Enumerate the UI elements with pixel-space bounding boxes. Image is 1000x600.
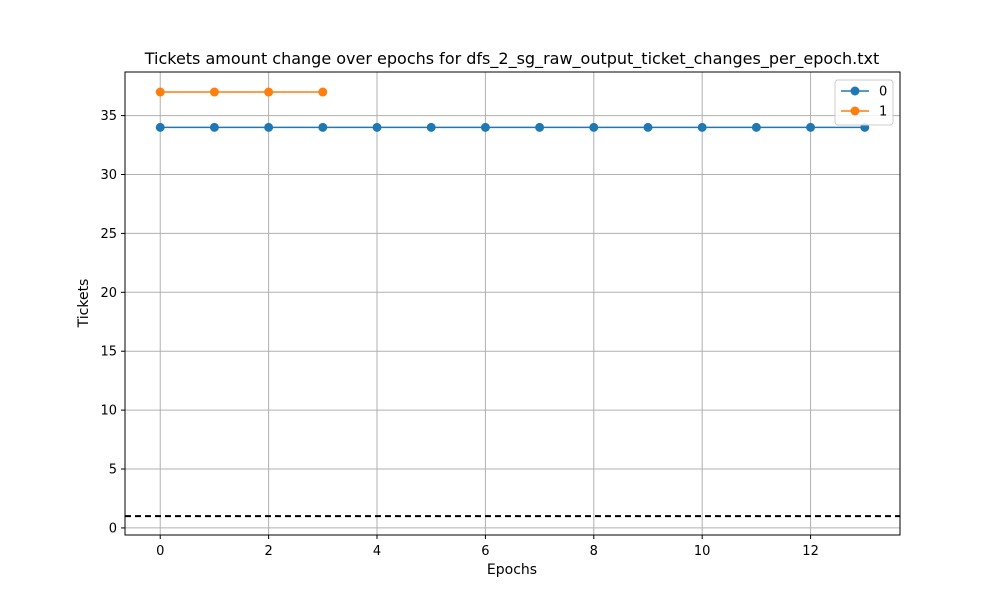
data-point [806,122,816,132]
legend-marker [850,86,860,96]
legend-entry: 0 [841,85,887,100]
data-point [264,87,274,97]
y-tick-label: 20 [100,286,117,301]
y-tick-label: 5 [109,463,117,478]
data-point [643,122,653,132]
data-point [426,122,436,132]
data-point [589,122,599,132]
x-tick-label: 12 [802,544,819,559]
y-tick-label: 25 [100,227,117,242]
legend-marker [850,106,860,116]
grid-lines [125,72,900,535]
x-tick-label: 4 [373,544,381,559]
x-tick-label: 0 [156,544,164,559]
data-series [155,87,870,132]
legend-label: 0 [879,85,887,100]
y-tick-label: 10 [100,404,117,419]
x-tick-label: 6 [481,544,489,559]
data-point [264,122,274,132]
y-tick-label: 0 [109,521,117,536]
plot-frame [124,71,901,536]
y-axis-ticks: 0 5 10 15 20 25 30 35 [100,109,125,536]
y-axis-label: Tickets [76,279,92,329]
y-tick-label: 30 [100,168,117,183]
data-point [751,122,761,132]
x-axis-ticks: 0 2 4 6 8 10 12 [156,535,819,559]
x-tick-label: 2 [264,544,272,559]
data-point [535,122,545,132]
y-tick-label: 35 [100,109,117,124]
data-point [209,122,219,132]
legend: 01 [834,79,894,126]
data-point [318,122,328,132]
y-tick-label: 15 [100,345,117,360]
data-point [155,87,165,97]
data-point [318,87,328,97]
series-0 [155,122,870,132]
series-1 [155,87,328,97]
data-point [209,87,219,97]
x-tick-label: 8 [590,544,598,559]
data-point [372,122,382,132]
data-point [480,122,490,132]
legend-label: 1 [879,105,887,120]
x-tick-label: 10 [694,544,711,559]
legend-entry: 1 [841,105,887,120]
data-point [155,122,165,132]
chart-title: Tickets amount change over epochs for df… [144,49,880,69]
data-point [697,122,707,132]
x-axis-label: Epochs [487,562,537,578]
